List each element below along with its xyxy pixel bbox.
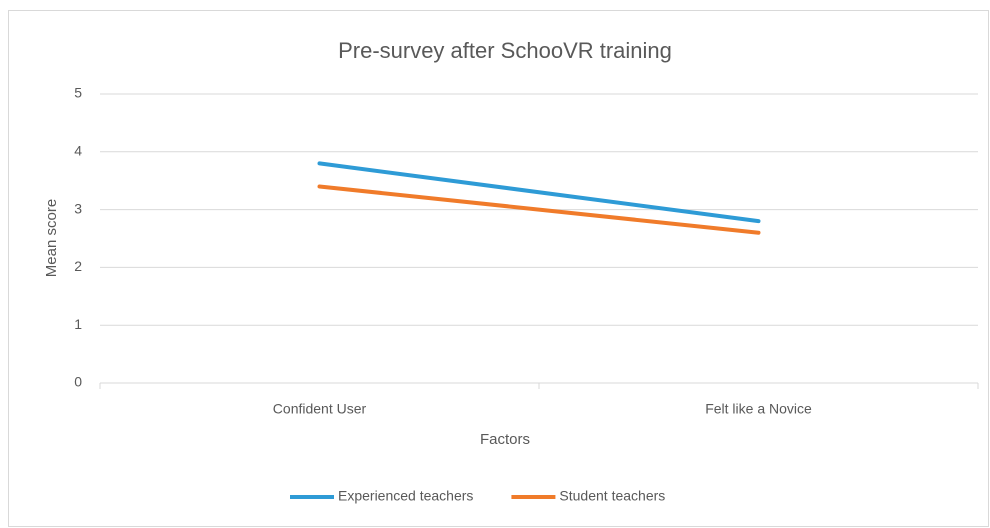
y-tick-label: 0: [74, 374, 82, 390]
x-axis-label: Factors: [480, 431, 530, 448]
chart-border: [8, 10, 989, 527]
x-tick-label: Felt like a Novice: [705, 401, 812, 417]
y-tick-label: 1: [74, 316, 82, 332]
y-axis-label: Mean score: [43, 199, 60, 277]
y-tick-label: 5: [74, 85, 82, 101]
y-tick-label: 4: [74, 143, 82, 159]
y-tick-label: 3: [74, 200, 82, 216]
y-tick-label: 2: [74, 258, 82, 274]
legend-label: Experienced teachers: [338, 488, 473, 504]
series-line: [317, 161, 761, 224]
series-line: [317, 184, 761, 235]
chart-title: Pre-survey after SchooVR training: [338, 38, 672, 63]
x-tick-label: Confident User: [273, 401, 367, 417]
legend-label: Student teachers: [559, 488, 665, 504]
